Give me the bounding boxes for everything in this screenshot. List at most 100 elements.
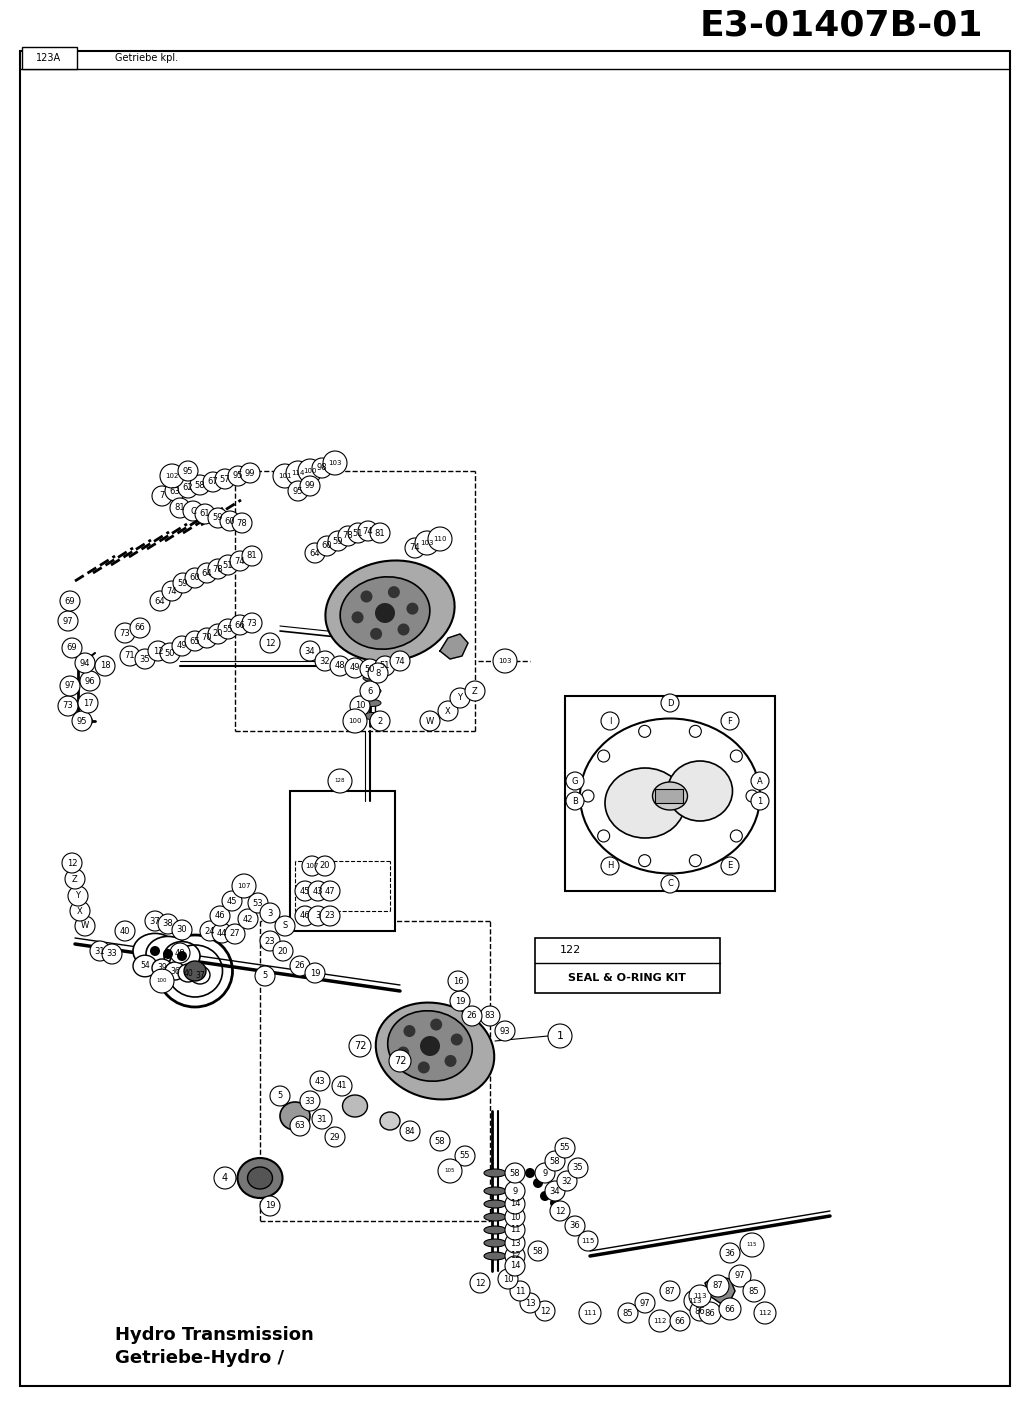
Text: 14: 14	[510, 1199, 520, 1208]
Text: 31: 31	[95, 946, 105, 955]
Circle shape	[618, 1303, 638, 1323]
Circle shape	[115, 921, 135, 941]
Text: 33: 33	[304, 1097, 316, 1106]
Text: 97: 97	[640, 1299, 650, 1307]
Circle shape	[238, 909, 258, 929]
Text: 37: 37	[195, 971, 205, 979]
Circle shape	[430, 1131, 450, 1151]
Text: 110: 110	[433, 536, 447, 541]
Text: 50: 50	[165, 648, 175, 658]
Text: 78: 78	[343, 531, 353, 540]
Circle shape	[260, 632, 280, 654]
Circle shape	[200, 921, 220, 941]
Text: S: S	[283, 921, 288, 931]
Circle shape	[214, 1167, 236, 1189]
Circle shape	[690, 1302, 710, 1322]
Text: 103: 103	[328, 460, 342, 466]
Circle shape	[579, 1302, 601, 1324]
Circle shape	[754, 1302, 776, 1324]
Circle shape	[222, 891, 241, 911]
Circle shape	[230, 615, 250, 635]
Text: 87: 87	[713, 1282, 723, 1290]
Circle shape	[62, 853, 82, 872]
Circle shape	[370, 523, 390, 543]
Circle shape	[195, 504, 215, 524]
Circle shape	[505, 1256, 525, 1276]
Circle shape	[510, 1280, 530, 1302]
Text: 128: 128	[334, 779, 346, 783]
Circle shape	[255, 966, 275, 986]
Circle shape	[83, 696, 93, 706]
Ellipse shape	[484, 1199, 506, 1208]
Circle shape	[320, 881, 340, 901]
Text: 95: 95	[293, 486, 303, 496]
Text: 60: 60	[190, 574, 200, 583]
Ellipse shape	[343, 1096, 367, 1117]
Circle shape	[248, 892, 268, 914]
Text: 9: 9	[543, 1168, 548, 1178]
Text: 19: 19	[265, 1202, 276, 1211]
Circle shape	[240, 463, 260, 483]
Text: Y: Y	[75, 891, 80, 901]
Circle shape	[635, 1293, 655, 1313]
Circle shape	[397, 624, 410, 635]
Text: 18: 18	[100, 662, 110, 671]
Circle shape	[135, 649, 155, 669]
Text: 4: 4	[222, 1172, 228, 1184]
Ellipse shape	[484, 1239, 506, 1248]
Text: 81: 81	[247, 551, 257, 560]
Text: 11: 11	[510, 1225, 520, 1235]
Circle shape	[438, 701, 458, 720]
Text: 49: 49	[176, 641, 187, 651]
Circle shape	[290, 1115, 310, 1135]
Circle shape	[209, 907, 230, 926]
Text: 42: 42	[243, 915, 253, 924]
Text: 122: 122	[559, 945, 581, 955]
Text: 12: 12	[475, 1279, 485, 1287]
Text: 115: 115	[581, 1238, 594, 1243]
Circle shape	[684, 1290, 706, 1312]
Circle shape	[270, 1086, 290, 1106]
Circle shape	[60, 676, 80, 696]
Circle shape	[260, 931, 280, 951]
Circle shape	[160, 642, 180, 664]
Circle shape	[218, 620, 238, 639]
Text: 72: 72	[354, 1042, 366, 1052]
Ellipse shape	[178, 963, 198, 982]
Circle shape	[330, 657, 350, 676]
Text: 73: 73	[120, 628, 130, 638]
Circle shape	[162, 581, 182, 601]
Text: 12: 12	[555, 1206, 566, 1215]
Ellipse shape	[164, 942, 200, 971]
Circle shape	[448, 971, 467, 990]
Circle shape	[498, 1269, 518, 1289]
Text: 44: 44	[217, 928, 227, 938]
Circle shape	[451, 1033, 462, 1046]
Circle shape	[731, 750, 742, 762]
Text: 59: 59	[178, 578, 188, 587]
Circle shape	[740, 1233, 764, 1258]
Circle shape	[470, 1273, 490, 1293]
Text: 6: 6	[367, 686, 373, 695]
Text: 11: 11	[515, 1286, 525, 1296]
Circle shape	[430, 1019, 442, 1030]
Text: 100: 100	[303, 468, 317, 475]
Text: 24: 24	[204, 926, 216, 935]
Circle shape	[230, 551, 250, 571]
Circle shape	[172, 919, 192, 941]
Text: C: C	[190, 506, 196, 516]
Text: 54: 54	[140, 962, 150, 971]
Text: 100: 100	[157, 979, 167, 983]
Ellipse shape	[237, 1158, 283, 1198]
Text: 78: 78	[236, 519, 248, 527]
Circle shape	[178, 477, 198, 497]
Circle shape	[178, 951, 187, 961]
Text: 23: 23	[325, 911, 335, 921]
Circle shape	[78, 693, 98, 713]
Text: 12: 12	[67, 858, 77, 867]
Circle shape	[328, 531, 348, 551]
Circle shape	[95, 657, 115, 676]
Text: 114: 114	[291, 470, 304, 476]
Text: 48: 48	[174, 948, 186, 958]
Ellipse shape	[376, 1003, 494, 1100]
